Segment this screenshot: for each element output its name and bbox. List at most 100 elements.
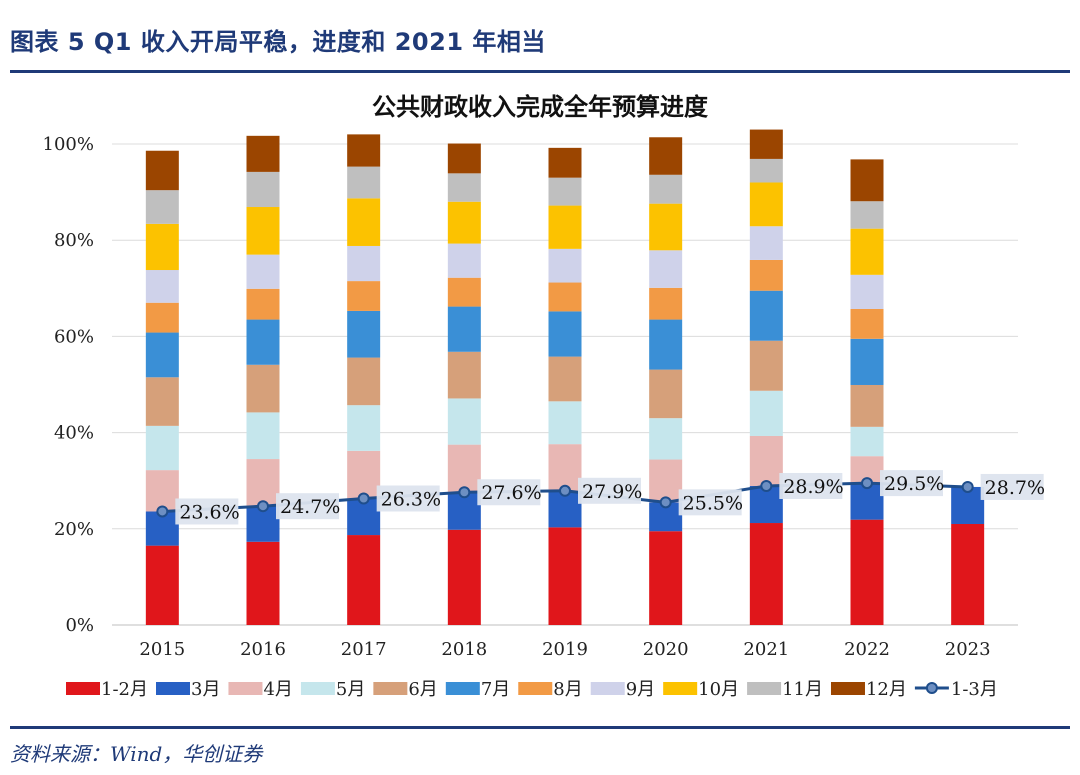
bar-segment — [548, 527, 582, 625]
bar-segment — [447, 529, 481, 625]
bar-segment — [850, 228, 884, 275]
bar-segment — [347, 498, 381, 536]
x-tick-label: 2021 — [743, 639, 789, 660]
data-label-box — [578, 477, 641, 504]
bar-segment — [347, 450, 381, 499]
bar-segment — [548, 401, 582, 445]
legend-label: 4月 — [263, 679, 292, 700]
bar-segment — [749, 129, 783, 159]
figure-title: 图表 5 Q1 收入开局平稳，进度和 2021 年相当 — [10, 28, 546, 56]
bar-segment — [649, 459, 683, 503]
bar-segment — [850, 338, 884, 385]
data-label: 26.3% — [381, 488, 441, 510]
bar-segment — [548, 205, 582, 249]
stacked-bar-chart: 公共财政收入完成全年预算进度 0%20%40%60%80%100% 23.6% 2… — [43, 93, 1045, 700]
line-point — [961, 480, 974, 493]
line-point — [357, 492, 370, 505]
legend-label: 12月 — [866, 679, 907, 700]
bar-segment — [548, 248, 582, 283]
bar-segment — [447, 143, 481, 174]
bar-segment — [850, 426, 884, 457]
data-label-box — [678, 489, 742, 516]
bar-segment — [850, 159, 884, 202]
bar-segment — [246, 319, 280, 365]
legend-swatch — [228, 682, 263, 695]
bar-segment — [447, 243, 481, 278]
bar-segment — [548, 177, 582, 206]
bar-segment — [347, 535, 381, 625]
bar-segment — [246, 412, 280, 460]
bar-segment — [347, 166, 381, 199]
bar-segment — [246, 459, 280, 507]
bar-segment — [145, 302, 179, 333]
bar-segment — [145, 150, 179, 191]
data-label-box — [477, 479, 541, 506]
bar-segment — [649, 369, 683, 419]
line-series: 23.6% 24.7% 26.3% 27.6% 27.9% 25.5% 28.9% 29.5%… — [156, 470, 1045, 525]
bar-segment — [447, 492, 481, 530]
legend-swatch — [518, 682, 553, 695]
legend-marker — [925, 682, 938, 694]
data-label: 27.6% — [481, 482, 541, 504]
bar-segment — [749, 340, 783, 391]
bar-segment — [749, 435, 783, 486]
bar-segment — [447, 351, 481, 399]
bar-segment — [347, 357, 381, 406]
bar-segment — [850, 201, 884, 229]
bar-segment — [347, 198, 381, 246]
y-tick-label: 100% — [43, 134, 94, 155]
line-point — [156, 505, 169, 518]
line-point — [760, 479, 773, 492]
x-tick-label: 2019 — [542, 639, 588, 660]
legend: 1-2月 3月 4月 5月 6月 7月 8月 9月 10月 11月 12月 1-3月 — [66, 679, 998, 700]
bar-segment — [649, 287, 683, 320]
y-axis-ticks: 0% 20% 40% 60% 80% 100% — [43, 134, 94, 636]
bar-segment — [447, 444, 481, 493]
y-tick-label: 60% — [54, 326, 94, 347]
title-rule — [10, 70, 1070, 73]
x-tick-label: 2023 — [945, 639, 991, 660]
bar-segment — [749, 158, 783, 183]
bar-segment — [246, 171, 280, 208]
bar-segment — [951, 486, 985, 524]
bar-segment — [145, 545, 179, 625]
bar-segment — [246, 135, 280, 172]
bar-segment — [145, 270, 179, 303]
data-label: 25.5% — [683, 492, 743, 514]
bar-segment — [246, 541, 280, 625]
data-label: 28.7% — [985, 477, 1045, 499]
bar-segment — [447, 201, 481, 244]
bar-segment — [749, 226, 783, 260]
legend-label: 1-3月 — [951, 679, 998, 700]
bar-segment — [649, 319, 683, 370]
chart-title: 公共财政收入完成全年预算进度 — [372, 93, 709, 121]
bar-segment — [145, 470, 179, 512]
data-label: 27.9% — [582, 481, 642, 503]
bar-segment — [850, 384, 884, 427]
data-label-box — [276, 493, 339, 520]
bar-segment — [749, 259, 783, 291]
legend-label: 11月 — [782, 679, 823, 700]
bar-segment — [548, 282, 582, 312]
bar-segment — [649, 418, 683, 460]
bar-segment — [347, 134, 381, 167]
bar-segment — [246, 288, 280, 320]
legend-label: 6月 — [408, 679, 437, 700]
legend-label: 5月 — [336, 679, 365, 700]
x-tick-label: 2018 — [441, 639, 487, 660]
bar-segment — [548, 490, 582, 528]
bar-segment — [145, 223, 179, 271]
legend-swatch — [663, 682, 698, 695]
legend-swatch — [747, 682, 782, 695]
bar-segment — [548, 147, 582, 178]
x-axis-ticks: 2015 2016 2017 2018 2019 2020 2021 2022 2023 — [139, 639, 990, 660]
bar-segment — [649, 137, 683, 175]
legend-swatch — [590, 682, 625, 695]
bars — [145, 129, 985, 625]
bar-segment — [749, 485, 783, 524]
bar-segment — [447, 277, 481, 307]
x-tick-label: 2016 — [240, 639, 286, 660]
bar-segment — [447, 398, 481, 445]
x-tick-label: 2015 — [139, 639, 185, 660]
bar-segment — [850, 308, 884, 339]
